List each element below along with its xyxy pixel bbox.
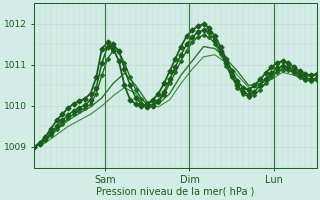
X-axis label: Pression niveau de la mer( hPa ): Pression niveau de la mer( hPa ) — [96, 187, 254, 197]
